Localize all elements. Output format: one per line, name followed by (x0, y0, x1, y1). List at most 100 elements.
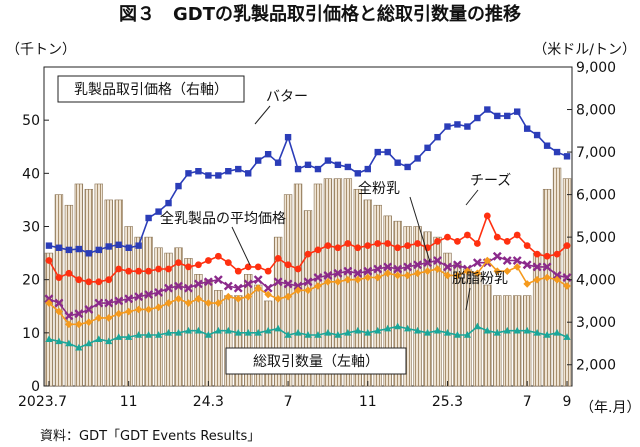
smp-point (483, 326, 491, 334)
cheese-point (533, 250, 541, 258)
butter-point (354, 170, 362, 177)
cheese-point (65, 269, 73, 277)
butter-point (294, 165, 302, 173)
butter-point (314, 165, 322, 173)
smp-point (224, 326, 232, 334)
cheese-point (304, 250, 312, 258)
smp-point (493, 329, 501, 336)
wmp-point (294, 286, 302, 295)
volume-bar (303, 210, 313, 387)
wmp-point (344, 275, 352, 284)
butter-point (205, 172, 212, 179)
x-tick-label: 2023.7 (18, 394, 67, 410)
wmp-point (254, 284, 262, 292)
wmp-point (75, 320, 83, 329)
left-tick-label: 10 (22, 326, 40, 342)
left-tick-label: 40 (22, 166, 40, 182)
volume-bar (174, 247, 183, 387)
x-tick-label: 24.3 (193, 394, 224, 410)
smp-point (274, 324, 282, 332)
butter-point (175, 182, 182, 190)
wmp-point (563, 282, 571, 290)
butter-point (384, 148, 391, 156)
wmp-point (184, 299, 193, 307)
butter-point (504, 112, 511, 120)
butter-point (454, 121, 461, 128)
cheese-point (503, 237, 511, 245)
cheese-point (563, 242, 571, 250)
butter-leader (254, 105, 271, 125)
butter-point (85, 250, 93, 257)
wmp-point (65, 320, 73, 329)
avg-price-point (492, 251, 502, 261)
avg-price-point (154, 287, 164, 297)
butter-point (334, 161, 342, 169)
avg-price-point (343, 266, 353, 276)
smp-point (533, 329, 541, 336)
wmp-point (363, 273, 372, 282)
bar-series-label: 総取引数量（左軸） (253, 354, 379, 370)
butter-point (145, 214, 152, 222)
smp-point (503, 326, 511, 334)
wmp-leader (409, 196, 431, 263)
avg-price-point (114, 296, 124, 306)
volume-bar (263, 300, 273, 387)
wmp-point (413, 269, 422, 278)
smp-point (105, 337, 113, 345)
smp-point (154, 331, 163, 338)
right-tick-label: 4,000 (576, 273, 616, 289)
wmp-point (124, 307, 133, 316)
smp-point (563, 333, 571, 340)
smp-point (75, 343, 83, 351)
avg-price-point (293, 281, 303, 291)
wmp-point (393, 271, 402, 280)
right-tick-label: 6,000 (576, 188, 616, 204)
wmp-point (403, 271, 412, 280)
smp-point (65, 339, 73, 347)
cheese-point (55, 274, 63, 281)
avg-price-point (353, 268, 363, 278)
smp-point (513, 326, 521, 334)
butter-point (424, 144, 431, 152)
cheese-point (473, 240, 481, 247)
avg-price-point (522, 260, 532, 270)
volume-bar (373, 204, 382, 387)
butter-point (444, 123, 451, 130)
avg-price-point (273, 277, 283, 287)
left-tick-label: 20 (22, 273, 40, 289)
smp-point (354, 326, 362, 334)
right-tick-label: 2,000 (576, 358, 616, 374)
cheese-label: チーズ (470, 173, 511, 189)
cheese-point (384, 240, 392, 247)
smp-point (394, 322, 402, 330)
volume-bar (64, 204, 74, 387)
smp-point (404, 324, 412, 332)
smp-point (433, 326, 442, 334)
cheese-point (294, 265, 302, 273)
wmp-point (85, 318, 93, 326)
volume-bar (273, 236, 283, 387)
smp-point (463, 331, 471, 338)
lines-layer (44, 106, 572, 351)
wmp-point (45, 299, 53, 307)
cheese-point (463, 231, 471, 239)
smp-point (145, 331, 153, 338)
right-tick-label: 5,000 (576, 230, 616, 246)
avg-price-point (54, 298, 64, 308)
avg-price-point (64, 311, 74, 321)
avg-price-point (164, 283, 173, 293)
cheese-point (234, 267, 242, 275)
cheese-point (553, 250, 561, 258)
avg-price-point (303, 277, 313, 287)
wmp-point (144, 305, 153, 314)
smp-point (364, 329, 372, 336)
cheese-point (444, 233, 451, 241)
cheese-point (454, 237, 461, 245)
butter-point (364, 165, 371, 173)
volume-bar (54, 194, 64, 387)
avg-price-point (104, 298, 114, 308)
smp-point (553, 329, 561, 336)
avg-price-point (532, 262, 542, 272)
wmp-point (164, 299, 173, 307)
volume-bar (522, 295, 532, 387)
